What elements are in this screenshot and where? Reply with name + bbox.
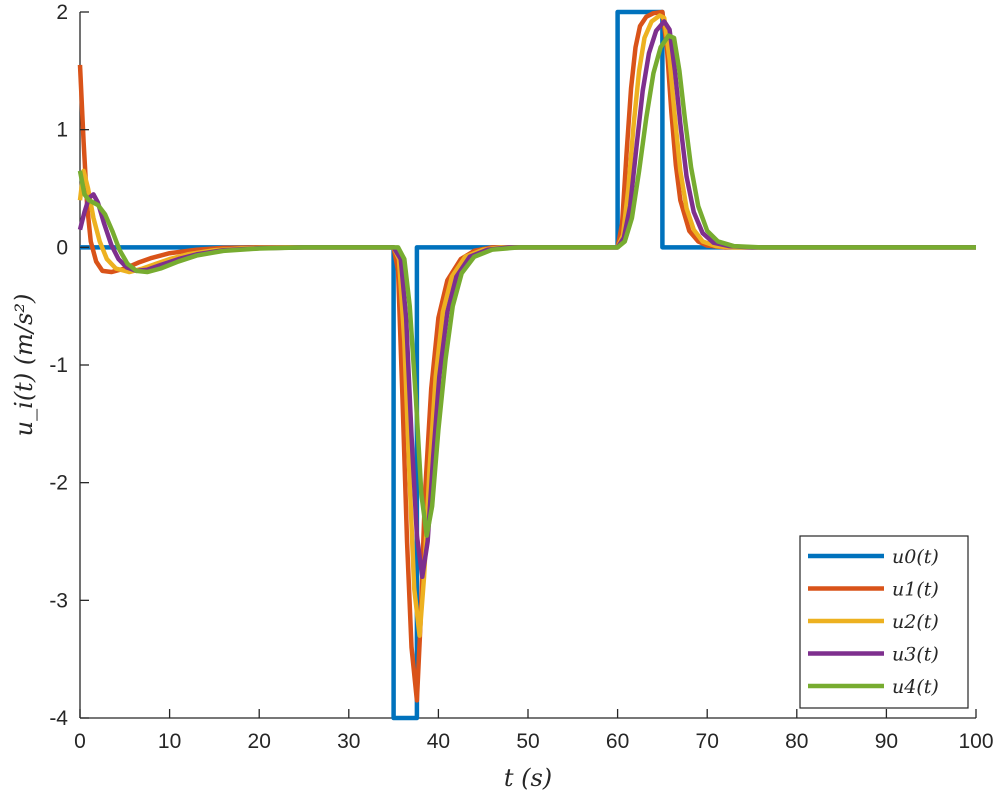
x-tick-label: 50 <box>516 730 539 753</box>
x-tick-label: 0 <box>74 730 86 753</box>
x-tick-label: 80 <box>785 730 808 753</box>
y-tick-label: -3 <box>49 589 68 612</box>
x-axis-label: t (s) <box>504 764 552 792</box>
x-tick-label: 90 <box>875 730 898 753</box>
series-line-u3 <box>77 19 976 580</box>
y-tick-label: -1 <box>49 354 68 377</box>
legend-label-u3: u3(t) <box>892 644 939 666</box>
x-tick-label: 20 <box>248 730 271 753</box>
x-tick-label: 100 <box>958 730 993 753</box>
y-tick-label: 0 <box>56 236 68 259</box>
legend-label-u4: u4(t) <box>892 676 939 698</box>
series-layer <box>77 9 976 721</box>
x-tick-label: 10 <box>158 730 181 753</box>
y-axis-label: u_i(t) (m/s²) <box>10 294 38 437</box>
x-tick-label: 60 <box>606 730 629 753</box>
legend-label-u2: u2(t) <box>892 611 939 633</box>
legend: u0(t) u1(t) u2(t) u3(t) u4(t) <box>799 535 969 709</box>
x-tick-label: 40 <box>427 730 450 753</box>
y-tick-label: -2 <box>49 472 68 495</box>
x-tick-label: 70 <box>696 730 719 753</box>
legend-label-u0: u0(t) <box>892 546 939 568</box>
y-tick-label: 1 <box>56 119 68 142</box>
series-line-u4 <box>77 33 976 538</box>
x-tick-label: 30 <box>337 730 360 753</box>
legend-label-u1: u1(t) <box>892 579 939 601</box>
y-tick-label: 2 <box>56 1 68 24</box>
y-tick-label: -4 <box>49 707 68 730</box>
axis-labels: t (s) u_i(t) (m/s²) <box>10 294 552 792</box>
ticks-layer: 0 10 20 30 40 50 60 70 80 90 100 -4 -3 -2 -1 0 1 2 <box>49 1 993 753</box>
